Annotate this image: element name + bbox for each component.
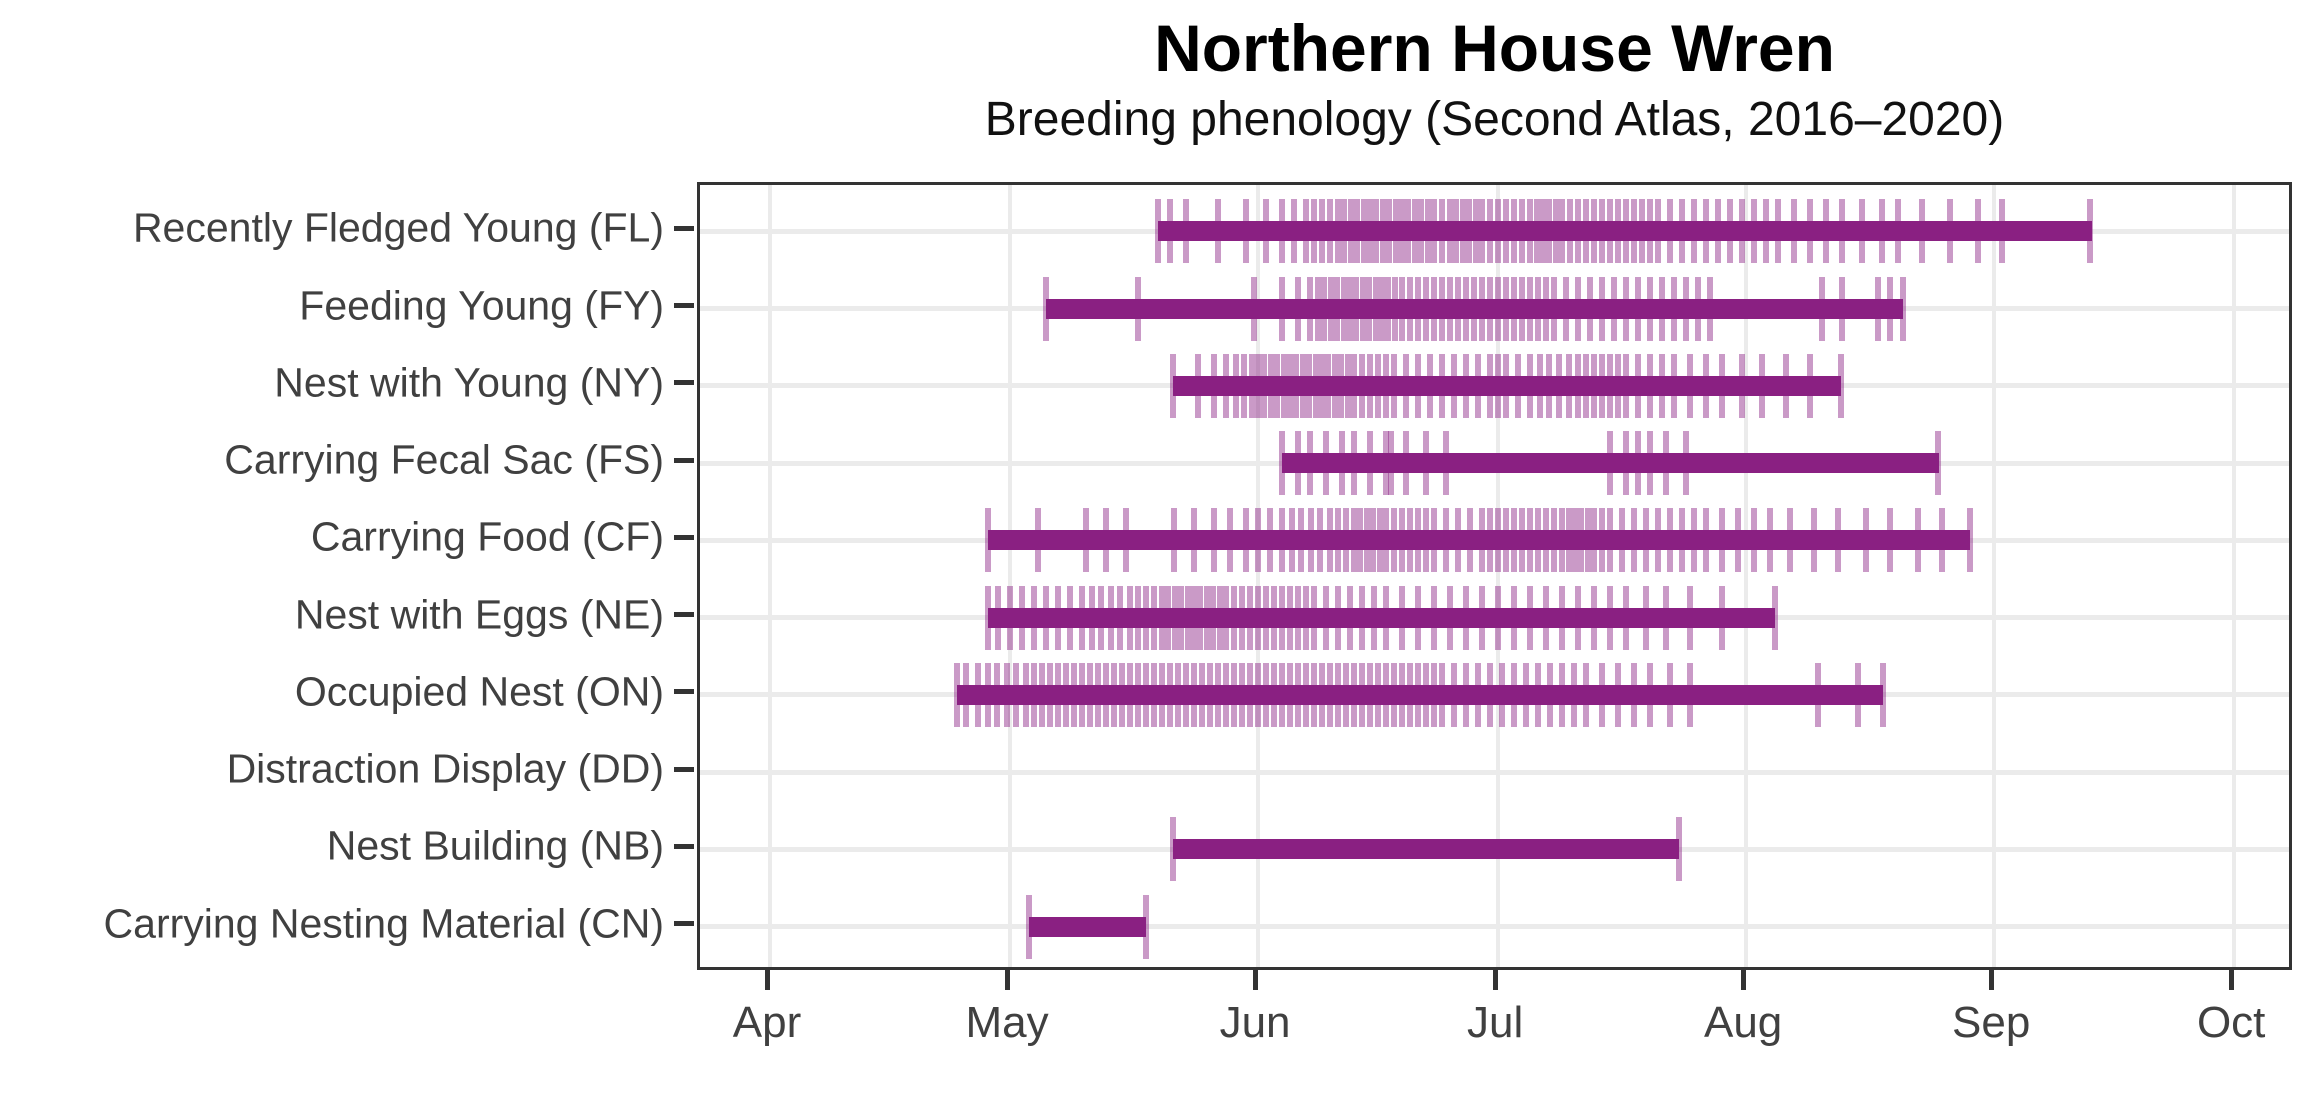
phenology-bar-ON xyxy=(957,684,1883,705)
y-axis-label-CF: Carrying Food (CF) xyxy=(310,513,664,560)
y-axis-tickmark xyxy=(674,380,694,386)
observation-tick-ON xyxy=(1879,662,1886,727)
y-axis-tickmark xyxy=(674,689,694,695)
phenology-bar-NE xyxy=(988,607,1775,628)
x-axis-label-Oct: Oct xyxy=(2196,998,2266,1047)
chart-subtitle: Breeding phenology (Second Atlas, 2016–2… xyxy=(984,93,2005,146)
y-axis-label-NE: Nest with Eggs (NE) xyxy=(294,591,664,638)
y-axis-label-FS: Carrying Fecal Sac (FS) xyxy=(224,436,664,483)
phenology-bar-NY xyxy=(1173,375,1842,396)
vertical-gridline xyxy=(768,185,772,967)
observation-tick-NE xyxy=(1771,585,1778,650)
y-axis-tickmark xyxy=(674,225,694,231)
x-axis-tickmark xyxy=(764,970,770,990)
y-axis-label-FL: Recently Fledged Young (FL) xyxy=(132,204,664,251)
chart-title: Northern House Wren xyxy=(1154,11,1835,85)
x-axis-tickmark xyxy=(1492,970,1498,990)
y-axis-tickmark xyxy=(674,612,694,618)
y-axis-label-DD: Distraction Display (DD) xyxy=(226,745,664,792)
x-axis-tickmark xyxy=(1740,970,1746,990)
plot-panel xyxy=(697,182,2292,970)
horizontal-gridline xyxy=(700,924,2289,930)
vertical-gridline xyxy=(1256,185,1261,967)
x-axis-label-Sep: Sep xyxy=(1952,998,2031,1047)
y-axis-tickmark xyxy=(674,766,694,772)
phenology-bar-FY xyxy=(1046,298,1903,319)
horizontal-gridline xyxy=(700,769,2289,775)
vertical-gridline xyxy=(1496,185,1501,967)
x-axis-label-Aug: Aug xyxy=(1703,998,1783,1047)
y-axis-tickmark xyxy=(674,534,694,540)
x-axis-label-Apr: Apr xyxy=(732,998,802,1047)
y-axis-label-ON: Occupied Nest (ON) xyxy=(294,668,664,715)
x-axis-tickmark xyxy=(2228,970,2234,990)
phenology-bar-CN xyxy=(1029,916,1147,937)
y-axis-label-NB: Nest Building (NB) xyxy=(326,822,664,869)
observation-tick-NY xyxy=(1838,353,1845,418)
y-axis-label-NY: Nest with Young (NY) xyxy=(274,359,664,406)
observation-tick-NB xyxy=(1675,817,1682,882)
x-axis-label-Jul: Jul xyxy=(1466,998,1524,1047)
vertical-gridline xyxy=(2232,185,2237,967)
y-axis-label-CN: Carrying Nesting Material (CN) xyxy=(103,900,664,947)
x-axis-label-Jun: Jun xyxy=(1219,998,1291,1047)
x-axis-tickmark xyxy=(1252,970,1258,990)
y-axis-label-FY: Feeding Young (FY) xyxy=(299,282,664,329)
y-axis-tickmark xyxy=(674,457,694,463)
observation-tick-CF xyxy=(1967,508,1974,573)
vertical-gridline xyxy=(1744,185,1749,967)
phenology-bar-FS xyxy=(1282,453,1939,474)
observation-tick-CN xyxy=(1143,894,1150,959)
y-axis-tickmark xyxy=(674,303,694,309)
phenology-bar-NB xyxy=(1173,839,1679,860)
phenology-bar-FL xyxy=(1158,221,2092,242)
x-axis-tickmark xyxy=(1004,970,1010,990)
phenology-bar-CF xyxy=(988,530,1971,551)
y-axis-tickmark xyxy=(674,921,694,927)
x-axis-tickmark xyxy=(1988,970,1994,990)
observation-tick-FY xyxy=(1899,276,1906,341)
x-axis-label-May: May xyxy=(965,998,1049,1047)
vertical-gridline xyxy=(1992,185,1997,967)
vertical-gridline xyxy=(1008,185,1013,967)
y-axis-tickmark xyxy=(674,843,694,849)
